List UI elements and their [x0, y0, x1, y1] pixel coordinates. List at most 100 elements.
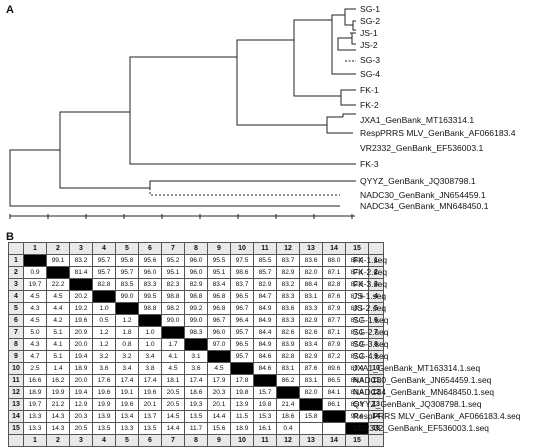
matrix-footer-row: 1 2 3 4 5 6 7 8 9 10 11 12 13 14 15: [8, 434, 384, 447]
matrix-cell: 16.1: [253, 422, 277, 435]
matrix-cell: 82.9: [253, 278, 277, 291]
matrix-cell: 95.7: [115, 266, 139, 279]
matrix-cell: 3.6: [184, 362, 208, 375]
matrix-diagonal-cell: [138, 314, 162, 327]
matrix-cell: 4.3: [23, 302, 47, 315]
matrix-diagonal-cell: [184, 338, 208, 351]
matrix-row-header: 8: [8, 338, 24, 351]
matrix-column-footer: 13: [299, 434, 323, 447]
matrix-cell: 96.7: [230, 302, 254, 315]
matrix-cell: 18.6: [184, 386, 208, 399]
matrix-cell: 1.2: [92, 338, 116, 351]
matrix-cell: 99.1: [46, 254, 70, 267]
sequence-name-list: FK-1.seq FK-2.seq FK-3.seq JS-1.seq JS-2.seq…: [353, 254, 520, 434]
matrix-row-header: 1: [8, 254, 24, 267]
tip-label: SG-1: [360, 4, 380, 14]
matrix-cell: 97.5: [230, 254, 254, 267]
matrix-cell: 20.5: [69, 422, 93, 435]
matrix-cell: 83.3: [138, 278, 162, 291]
matrix-cell: 95.7: [92, 266, 116, 279]
matrix-cell: 12.9: [69, 398, 93, 411]
matrix-column-header: 5: [115, 242, 139, 255]
matrix-row-header: 2: [8, 266, 24, 279]
matrix-cell: 4.5: [161, 362, 185, 375]
matrix-cell: 83.9: [276, 338, 300, 351]
matrix-cell: 84.9: [253, 314, 277, 327]
matrix-cell: 1.8: [115, 326, 139, 339]
matrix-cell: 19.4: [69, 386, 93, 399]
matrix-cell: 82.8: [322, 278, 346, 291]
matrix-cell: 95.5: [207, 254, 231, 267]
matrix-cell: 15.3: [253, 410, 277, 423]
tip-label: JS-1: [360, 28, 378, 38]
matrix-cell: 2.5: [23, 362, 47, 375]
matrix-column-footer: 11: [253, 434, 277, 447]
matrix-cell: 82.9: [184, 278, 208, 291]
matrix-column-footer: 14: [322, 434, 346, 447]
matrix-row-header: 5: [8, 302, 24, 315]
matrix-cell: 19.8: [253, 398, 277, 411]
matrix-row-header: 1: [368, 254, 384, 267]
matrix-column-footer: 3: [69, 434, 93, 447]
matrix-row: 11 16.6 16.2 20.0 17.6 17.4 17.4 18.1 17.4 17.9 17…: [8, 374, 384, 387]
matrix-diagonal-cell: [92, 290, 116, 303]
matrix-cell: 84.6: [253, 362, 277, 375]
tip-label: JXA1_GenBank_MT163314.1: [360, 115, 474, 125]
matrix-cell: 19.6: [138, 386, 162, 399]
sequence-name: NADC30_GenBank_JN654459.1.seq: [353, 375, 492, 385]
matrix-cell: 13.5: [92, 422, 116, 435]
matrix-cell: 96.0: [184, 266, 208, 279]
matrix-cell: 19.6: [115, 398, 139, 411]
matrix-cell: 14.4: [207, 410, 231, 423]
matrix-row: 9 4.7 5.1 19.4 3.2 3.2 3.4 4.1 3.1 95.7 84.6 82.8 82…: [8, 350, 384, 363]
matrix-cell: 19.8: [230, 386, 254, 399]
matrix-cell: 86.2: [276, 374, 300, 387]
matrix-cell: 98.2: [161, 302, 185, 315]
sequence-name: SG-2.seq: [353, 327, 389, 337]
sequence-name: SG-4.seq: [353, 351, 389, 361]
matrix-cell: 18.9: [23, 386, 47, 399]
matrix-column-footer: 6: [138, 434, 162, 447]
matrix-cell: 0.5: [92, 314, 116, 327]
matrix-cell: 82.9: [299, 350, 323, 363]
matrix-cell: 99.0: [161, 314, 185, 327]
matrix-cell: 1.0: [138, 338, 162, 351]
matrix-row-header: 4: [8, 290, 24, 303]
matrix-row-header: 10: [368, 362, 384, 375]
tip-label: NADC34_GenBank_MN648450.1: [360, 201, 489, 211]
matrix-cell: 19.6: [92, 386, 116, 399]
matrix-cell: 87.6: [322, 290, 346, 303]
matrix-cell: 84.9: [253, 302, 277, 315]
matrix-cell: 98.3: [184, 326, 208, 339]
matrix-row-header: 13: [8, 398, 24, 411]
sequence-name: JS-1.seq: [353, 291, 387, 301]
matrix-cell: 84.6: [253, 350, 277, 363]
matrix-cell: 17.4: [115, 374, 139, 387]
matrix-cell: 13.3: [23, 410, 47, 423]
matrix-row-header: 6: [8, 314, 24, 327]
tip-label: NADC30_GenBank_JN654459.1: [360, 190, 486, 200]
matrix-corner-cell: [8, 434, 24, 447]
matrix-cell: 83.4: [299, 338, 323, 351]
matrix-diagonal-cell: [299, 398, 323, 411]
sequence-name: JS-2.seq: [353, 303, 387, 313]
matrix-column-header: 9: [207, 242, 231, 255]
matrix-cell: 13.9: [92, 410, 116, 423]
matrix-row-header: 14: [8, 410, 24, 423]
matrix-cell: 98.8: [184, 290, 208, 303]
matrix-column-header: 11: [253, 242, 277, 255]
tip-label: FK-2: [360, 100, 379, 110]
matrix-column-header: 13: [299, 242, 323, 255]
matrix-cell: 87.2: [322, 350, 346, 363]
matrix-cell: 82.6: [276, 326, 300, 339]
matrix-cell: 18.1: [161, 374, 185, 387]
matrix-cell: 4.5: [23, 314, 47, 327]
matrix-column-footer: 2: [46, 434, 70, 447]
matrix-row-header: 10: [8, 362, 24, 375]
matrix-cell: 98.8: [138, 302, 162, 315]
matrix-cell: 95.7: [230, 326, 254, 339]
matrix-row: 2 0.9 81.4 95.7 95.7 96.0 95.1 96.0 95.1 98.6 85.7…: [8, 266, 384, 279]
matrix-cell: 82.8: [92, 278, 116, 291]
tip-label: FK-1: [360, 85, 379, 95]
matrix-row-header: 14: [368, 410, 384, 423]
